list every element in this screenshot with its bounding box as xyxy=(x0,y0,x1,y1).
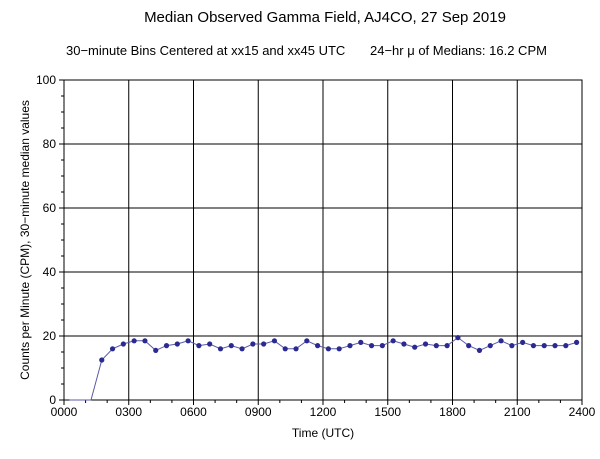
data-point xyxy=(541,343,547,349)
data-point xyxy=(120,341,126,347)
data-point xyxy=(336,346,342,352)
x-tick-label: 2400 xyxy=(569,405,596,419)
data-point xyxy=(401,341,407,347)
chart-title: Median Observed Gamma Field, AJ4CO, 27 S… xyxy=(144,9,506,26)
data-point xyxy=(530,343,537,349)
data-point xyxy=(217,346,224,352)
data-point xyxy=(239,346,245,352)
x-tick-label: 0900 xyxy=(245,405,272,419)
data-point xyxy=(347,343,353,349)
data-point xyxy=(185,338,191,344)
series-group xyxy=(69,335,580,401)
x-tick-label: 0000 xyxy=(51,405,78,419)
data-point xyxy=(196,343,202,349)
y-axis-ticks: 0 20 40 60 80 100 xyxy=(36,73,64,407)
grid-lines xyxy=(63,79,583,401)
data-point xyxy=(271,338,278,344)
y-tick-label: 80 xyxy=(43,137,57,151)
x-axis-ticks: 0000 0300 0600 0900 1200 1500 1800 2100 2400 xyxy=(51,400,596,419)
y-tick-label: 40 xyxy=(43,265,57,279)
data-point xyxy=(422,341,429,347)
data-point xyxy=(325,346,331,352)
x-tick-label: 2100 xyxy=(504,405,531,419)
data-point xyxy=(455,335,461,341)
data-point xyxy=(552,343,558,349)
x-axis-label: Time (UTC) xyxy=(292,426,354,440)
data-point xyxy=(304,338,310,344)
data-point xyxy=(99,357,105,363)
data-point xyxy=(131,338,137,344)
data-point xyxy=(142,338,148,344)
data-point xyxy=(163,343,170,349)
chart-subtitle-bins: 30−minute Bins Centered at xx15 and xx45… xyxy=(66,43,346,58)
data-point xyxy=(315,343,321,349)
data-point xyxy=(379,343,385,349)
data-point xyxy=(250,341,256,347)
data-point xyxy=(174,341,180,347)
x-tick-label: 1800 xyxy=(439,405,466,419)
y-tick-label: 20 xyxy=(43,329,57,343)
data-point xyxy=(498,338,504,344)
data-point xyxy=(487,343,493,349)
data-point xyxy=(476,347,483,353)
data-point xyxy=(520,339,526,345)
data-point xyxy=(444,343,450,349)
y-axis-label: Counts per Minute (CPM), 30−minute media… xyxy=(18,100,32,380)
data-point xyxy=(261,341,267,347)
x-tick-label: 1200 xyxy=(310,405,337,419)
data-point xyxy=(228,343,234,349)
data-point xyxy=(207,341,213,347)
data-point xyxy=(293,346,299,352)
y-tick-label: 0 xyxy=(49,393,56,407)
data-point xyxy=(368,343,375,349)
data-point xyxy=(282,346,288,352)
data-point xyxy=(563,343,569,349)
data-point xyxy=(466,343,472,349)
data-point xyxy=(509,343,515,349)
data-point xyxy=(574,339,580,345)
x-tick-label: 1500 xyxy=(374,405,401,419)
x-tick-label: 0300 xyxy=(115,405,142,419)
data-point xyxy=(412,344,418,350)
data-point xyxy=(109,346,116,352)
y-tick-label: 100 xyxy=(36,73,56,87)
chart-subtitle-mean: 24−hr μ of Medians: 16.2 CPM xyxy=(370,43,547,58)
data-point xyxy=(358,339,364,345)
data-point xyxy=(433,343,439,349)
data-point xyxy=(153,347,159,353)
data-point xyxy=(390,338,396,344)
y-tick-label: 60 xyxy=(43,201,57,215)
x-tick-label: 0600 xyxy=(180,405,207,419)
